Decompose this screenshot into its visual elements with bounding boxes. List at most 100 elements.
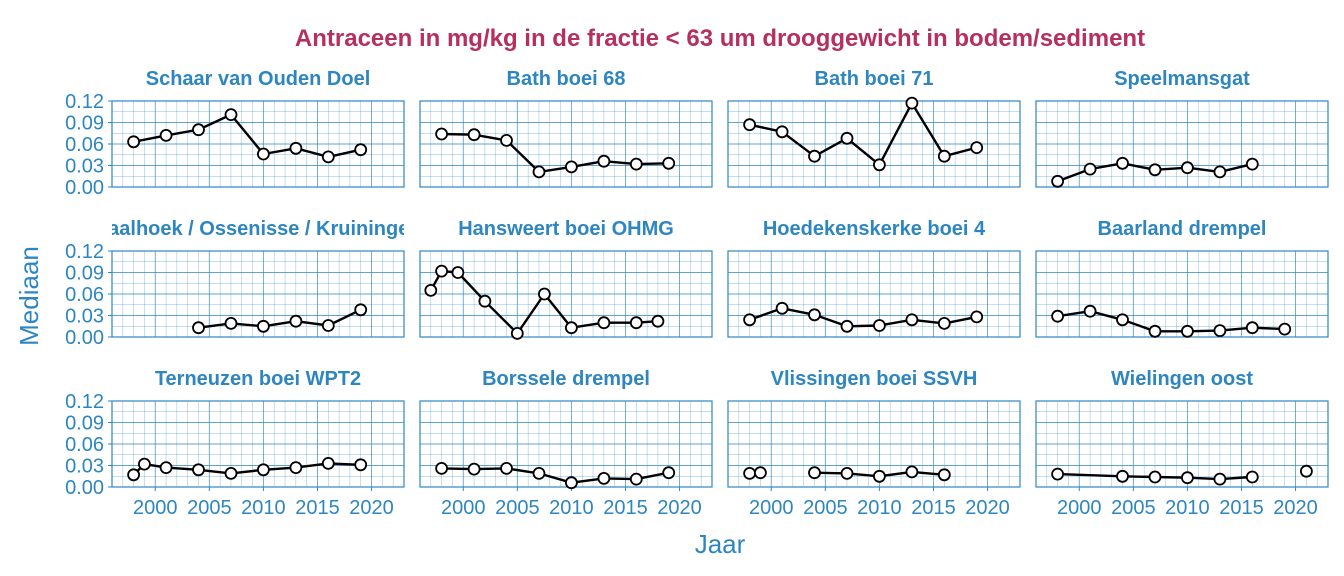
panel-border — [419, 250, 713, 338]
chart-title: Antraceen in mg/kg in de fractie < 63 um… — [295, 25, 1145, 52]
data-point — [775, 301, 789, 315]
x-tick-label: 2015 — [911, 497, 956, 519]
data-point — [538, 287, 551, 301]
data-point — [1213, 324, 1227, 338]
data-point — [597, 471, 611, 485]
data-point — [743, 466, 756, 480]
x-tick-label: 2015 — [1219, 497, 1264, 519]
x-tick-label: 2005 — [803, 497, 848, 519]
facet-title: Terneuzen boei WPT2 — [155, 368, 361, 390]
facet-title: Hansweert boei OHMG — [458, 218, 674, 240]
data-point — [775, 125, 789, 139]
data-point — [873, 319, 886, 332]
data-point — [289, 314, 303, 328]
facet-panel: Hansweert boei OHMG — [419, 218, 713, 340]
x-tick-label: 2020 — [657, 497, 702, 519]
data-point — [159, 128, 173, 142]
data-point — [873, 158, 886, 172]
series-line — [429, 269, 658, 335]
data-point — [662, 466, 676, 480]
data-point — [937, 468, 951, 482]
x-tick-label: 2010 — [549, 497, 594, 519]
data-point — [1051, 309, 1064, 323]
data-point — [1181, 161, 1194, 175]
data-point — [808, 466, 821, 480]
facet-panel: Baarland drempel — [1035, 218, 1329, 338]
data-point — [435, 461, 449, 475]
data-point — [224, 316, 238, 330]
y-tick-label: 0.12 — [65, 391, 104, 413]
panel-border — [727, 100, 1021, 188]
facet-title: Bath boei 71 — [815, 68, 934, 90]
data-point — [510, 326, 524, 340]
data-point — [1148, 163, 1162, 177]
data-point — [905, 96, 919, 110]
panel-border — [419, 400, 713, 488]
facet-panel: Hoedekenskerke boei 4 — [727, 218, 1021, 338]
x-tick-label: 2005 — [187, 497, 232, 519]
data-point — [970, 310, 984, 324]
data-point — [597, 154, 611, 168]
data-point — [840, 319, 854, 333]
data-point — [597, 316, 611, 330]
data-point — [532, 466, 546, 480]
x-tick-label: 2000 — [749, 497, 794, 519]
x-tick-label: 2010 — [857, 497, 902, 519]
x-tick-label: 2020 — [1273, 497, 1318, 519]
data-point — [565, 476, 578, 490]
data-point — [1051, 467, 1064, 481]
data-point — [1083, 304, 1097, 318]
data-point — [937, 316, 951, 330]
panel-border — [727, 250, 1021, 338]
x-tick-label: 2020 — [965, 497, 1010, 519]
data-point — [1278, 322, 1292, 336]
x-tick-label: 2015 — [603, 497, 648, 519]
data-point — [192, 463, 205, 477]
data-point — [435, 127, 449, 141]
facet-title: Vlissingen boei SSVH — [771, 368, 978, 390]
data-point — [192, 321, 205, 335]
panel-border — [1035, 100, 1329, 188]
facet-panel: Wielingen oost 2000 2005 2010 2015 2020 — [1035, 368, 1329, 519]
data-point — [840, 131, 854, 145]
panel-border — [727, 400, 1021, 488]
series-line — [749, 101, 978, 167]
facet-panel: Bath boei 68 — [419, 68, 713, 188]
data-point — [1116, 469, 1129, 483]
data-point — [565, 321, 578, 335]
x-tick-label: 2005 — [1111, 497, 1156, 519]
data-point — [1051, 174, 1064, 188]
data-point — [1083, 162, 1097, 176]
facet-panel: Schaar van Ouden Doel 0.000.030.060.090.1… — [65, 68, 405, 199]
data-point — [127, 468, 141, 482]
x-tick-label: 2000 — [441, 497, 486, 519]
facet-title: Speelmansgat — [1114, 68, 1250, 90]
data-point — [354, 303, 368, 317]
facet-title: Wielingen oost — [1111, 368, 1253, 390]
x-tick-label: 2005 — [495, 497, 540, 519]
x-tick-label: 2010 — [1165, 497, 1210, 519]
data-point — [289, 141, 303, 155]
facet-panel: Hansweert / Waarde / Baalhoek / Osseniss… — [65, 218, 405, 349]
data-point — [808, 308, 821, 322]
data-point — [1245, 321, 1259, 335]
data-point — [532, 165, 546, 179]
data-point — [159, 461, 173, 475]
data-point — [629, 472, 643, 486]
data-point — [808, 149, 821, 163]
panel-border — [1035, 400, 1329, 488]
data-point — [1116, 313, 1129, 327]
y-tick-label: 0.03 — [65, 456, 104, 478]
data-point — [743, 313, 756, 327]
y-tick-label: 0.00 — [65, 327, 104, 349]
data-point — [873, 469, 886, 483]
panel-border — [419, 100, 713, 188]
data-point — [192, 123, 205, 137]
data-point — [1245, 470, 1259, 484]
x-tick-label: 2000 — [133, 497, 178, 519]
y-tick-label: 0.06 — [65, 134, 104, 156]
y-tick-label: 0.00 — [65, 477, 104, 499]
facet-panel: Vlissingen boei SSVH 2000 2005 2010 2015 2020 — [727, 368, 1021, 519]
data-point — [1213, 165, 1227, 179]
facet-title: Bath boei 68 — [507, 68, 626, 90]
